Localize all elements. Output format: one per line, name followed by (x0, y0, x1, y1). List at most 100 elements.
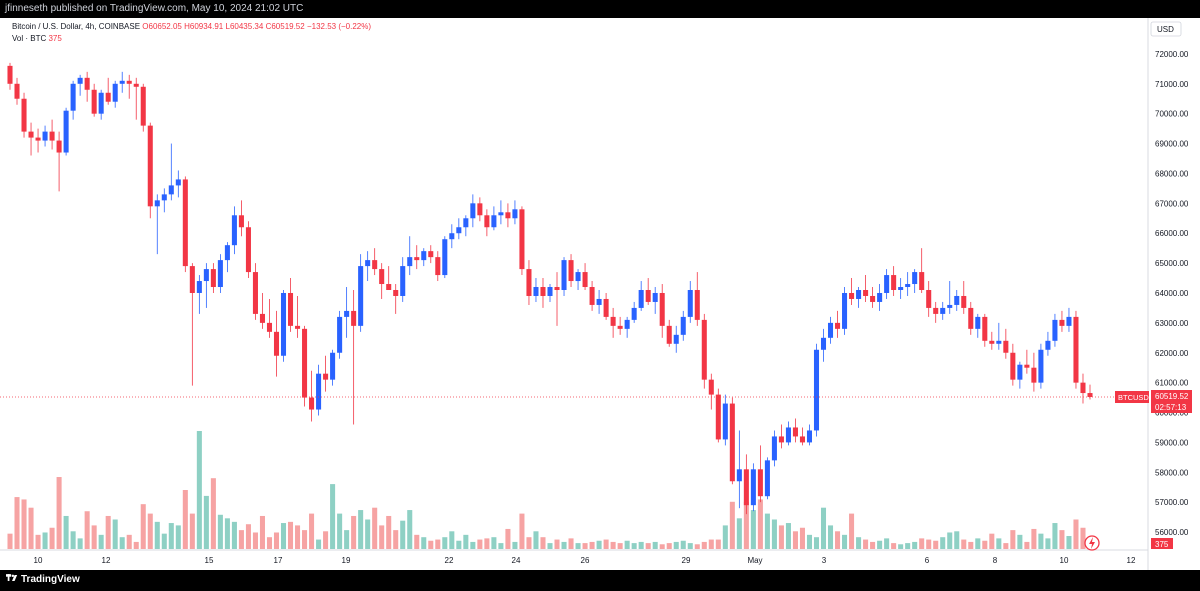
volume-bar (940, 537, 946, 549)
candlestick-chart[interactable]: 72000.00 71000.00 70000.00 69000.00 68000.00… (0, 18, 1200, 570)
symbol-tag-label: BTCUSD (1118, 393, 1149, 402)
volume-bar (309, 513, 315, 549)
candle-body (133, 83, 139, 87)
candle-body (526, 269, 532, 296)
time-tick-label: 10 (1060, 556, 1069, 565)
volume-bar (1073, 519, 1079, 549)
candle-body (715, 394, 721, 440)
candle-body (694, 290, 700, 320)
candle-body (1017, 364, 1023, 380)
volume-bar (729, 501, 735, 549)
volume-bar (323, 531, 329, 549)
volume-bar (743, 501, 749, 549)
candle-body (161, 194, 167, 201)
volume-bar (77, 538, 83, 549)
volume-bar (456, 540, 462, 549)
candle-body (785, 427, 791, 443)
volume-bar (56, 477, 62, 549)
candle-body (470, 203, 476, 219)
legend-high: H60934.91 (184, 22, 224, 31)
volume-bar (575, 543, 581, 549)
candle-body (1087, 393, 1093, 397)
volume-bar (842, 534, 848, 549)
volume-bar (14, 497, 20, 549)
publish-header: jfinneseth published on TradingView.com,… (0, 0, 1200, 18)
candle-body (624, 319, 630, 329)
volume-bar (898, 544, 904, 549)
candle-body (84, 77, 90, 90)
candle-body (358, 266, 364, 326)
time-tick-label: May (747, 556, 762, 565)
candle-body (42, 131, 48, 141)
volume-bar (680, 540, 686, 549)
volume-bar (975, 538, 981, 549)
countdown-label: 02:57:13 (1155, 403, 1187, 412)
tradingview-logo[interactable]: TradingView (6, 574, 80, 585)
price-tick-label: 70000.00 (1155, 110, 1189, 119)
candle-body (1066, 316, 1072, 326)
candle-body (259, 313, 265, 323)
volume-bar (554, 539, 560, 549)
candle-body (189, 266, 195, 293)
candle-body (849, 292, 855, 299)
volume-bar (1045, 538, 1051, 549)
volume-bar (827, 525, 834, 549)
volume-bar (161, 533, 167, 549)
volume-bar (28, 507, 34, 549)
candle-body (21, 98, 27, 132)
volume-bar (912, 541, 918, 549)
volume-bar (617, 543, 623, 549)
candle-body (77, 77, 83, 84)
candle-body (56, 140, 62, 153)
price-axis[interactable]: 72000.00 71000.00 70000.00 69000.00 68000.00… (1150, 21, 1189, 537)
volume-bar (778, 525, 784, 549)
volume-bar (764, 513, 770, 549)
candle-body (554, 287, 560, 290)
time-tick-label: 12 (1127, 556, 1136, 565)
candle-body (982, 316, 988, 341)
volume-bar (884, 538, 890, 549)
candle-body (757, 469, 763, 497)
volume-bar (1017, 534, 1023, 549)
price-tick-label: 69000.00 (1155, 140, 1189, 149)
price-tick-label: 64000.00 (1155, 289, 1189, 298)
candle-body (463, 218, 469, 228)
volume-bar (393, 530, 399, 549)
volume-bar (358, 510, 364, 549)
volume-tag-label: 375 (1155, 540, 1169, 549)
volume-bar (42, 532, 48, 549)
candle-body (533, 287, 539, 296)
candle-body (820, 337, 827, 350)
volume-bar (715, 539, 721, 549)
candle-body (442, 239, 448, 276)
candle-body (898, 287, 904, 290)
volume-bar (442, 537, 448, 549)
candle-body (652, 292, 658, 302)
candle-body (210, 269, 216, 288)
candle-body (238, 215, 244, 228)
volume-bar (561, 541, 567, 549)
candle-body (316, 373, 322, 410)
volume-bar (610, 541, 616, 549)
candle-body (14, 83, 20, 99)
volume-bar (98, 534, 104, 549)
candle-body (582, 272, 588, 288)
candle-body (736, 469, 742, 482)
time-axis[interactable]: 10 12 15 17 19 22 24 26 29 May 3 6 8 10 12 (34, 556, 1136, 565)
volume-bar (400, 520, 406, 549)
volume-bar (49, 527, 55, 549)
candle-body (561, 260, 567, 290)
volume-bar (203, 495, 209, 549)
volume-bar (91, 525, 97, 549)
volume-bar (105, 515, 111, 549)
volume-bar (231, 521, 237, 549)
candle-body (70, 83, 76, 111)
candle-body (940, 307, 946, 314)
candle-body (456, 227, 462, 234)
time-tick-label: 12 (102, 556, 111, 565)
lightning-icon[interactable] (1084, 535, 1100, 551)
symbol-tag-box (1115, 391, 1149, 403)
volume-bar (722, 525, 728, 549)
volume-bar (351, 515, 357, 549)
volume-bar (1059, 530, 1065, 549)
